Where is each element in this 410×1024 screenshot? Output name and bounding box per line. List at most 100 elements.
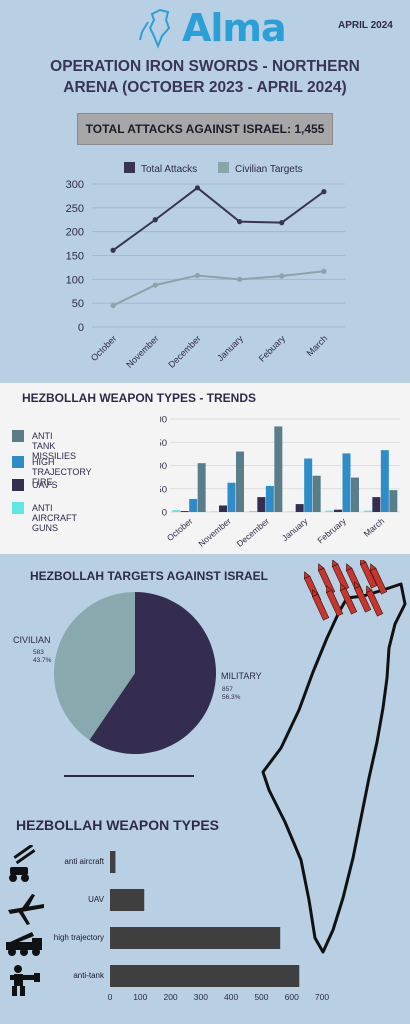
title-line-1: OPERATION IRON SWORDS - NORTHERN [50,58,360,75]
y-tick-label: 200 [160,415,167,426]
bar-anti-tank-missilies-october [197,463,206,512]
y-tick-label: 250 [66,203,84,215]
weapon-trends-title: HEZBOLLAH WEAPON TYPES - TRENDS [22,391,257,405]
y-tick-label: 0 [78,322,84,334]
anti-aircraft-gun-icon [9,845,36,882]
y-tick-label: 100 [160,461,167,472]
map-outline-icon [139,8,171,49]
divider-line [64,775,194,777]
bar-anti-aircraft [110,851,116,873]
y-tick-label: 100 [66,274,84,286]
point-total-attacks-october [110,247,116,253]
x-tick-label: 500 [254,992,268,1002]
bar-high-trajectory-fire-october [189,498,198,512]
bar-uav-s-february [334,509,342,512]
x-tick-label-october: October [89,333,119,363]
y-tick-label: 150 [66,251,84,263]
israel-map-illustration [261,560,407,954]
bar-label-anti-tank: anti-tank [73,971,104,980]
bar-uav-s-january [295,504,304,512]
x-tick-label-october: October [165,516,195,543]
point-civilian-targets-febuary [279,273,285,279]
bar-label-high-trajectory: high trajectory [53,933,104,942]
missiles-icon [303,560,388,621]
point-civilian-targets-october [110,302,116,309]
legend-swatch-anti-tank-missilies [12,430,24,442]
bar-anti-tank-missilies-february [351,477,359,512]
bar-label-anti-aircraft: anti aircraft [64,857,104,866]
x-tick-label: 100 [133,992,147,1002]
bar-anti-tank-missilies-november [236,451,244,512]
bar-anti-tank-missilies-january [312,475,321,512]
y-tick-label: 50 [72,298,84,310]
logo-text: Alma [182,6,287,50]
targets-pie-chart [54,592,217,754]
bar-anti-tank [110,965,300,987]
y-tick-label: 300 [66,179,84,191]
x-tick-label-january: January [215,333,245,363]
pie-label-civilian: CIVILIAN [13,635,51,645]
bar-anti-aircraft-guns-october [172,510,181,512]
x-tick-label: 700 [315,992,329,1002]
x-tick-label-november: November [196,516,233,549]
point-total-attacks-january [236,219,243,225]
x-tick-label: 200 [163,992,177,1002]
x-tick-label-march: March [305,333,330,358]
bar-anti-tank-missilies-december [274,426,283,512]
pie-value-military-count: 857 [222,686,233,693]
pie-slice-civilian [54,592,135,740]
pie-slice-military [89,592,217,754]
bar-uav-s-march [372,497,381,512]
x-tick-label-december: December [166,333,202,369]
bar-uav-s-october [180,511,189,512]
x-tick-label-november: November [124,333,160,369]
legend-swatch-civilian-targets [218,162,229,173]
x-tick-label: 0 [108,992,113,1002]
legend-label-civilian-targets: Civilian Targets [235,164,303,175]
pie-label-military: MILITARY [221,671,262,681]
israel-outline [261,582,407,954]
bar-high-trajectory [110,927,281,949]
legend-label-high-trajectory-fire: HIGH TRAJECTORY FIRE [32,457,92,487]
point-total-attacks-febuary [279,220,285,226]
legend-swatch-uav-s [12,479,24,491]
y-tick-label: 0 [162,508,167,519]
point-civilian-targets-november [152,282,158,288]
x-tick-label: 600 [285,992,299,1002]
point-civilian-targets-march [321,268,327,274]
bar-high-trajectory-fire-november [227,482,236,512]
total-attacks-box: TOTAL ATTACKS AGAINST ISRAEL: 1,455 [77,113,333,145]
legend-swatch-anti-aircraft-guns [12,502,24,514]
pie-value-civilian-percent: 43.7% [33,657,52,664]
point-civilian-targets-january [236,276,243,282]
point-total-attacks-march [321,189,327,195]
point-civilian-targets-december [194,272,201,279]
legend-label-total-attacks: Total Attacks [141,164,197,175]
alma-logo: Alma [138,6,288,50]
y-tick-label: 150 [160,438,167,449]
series-line-civilian-targets [112,270,325,307]
legend-label-anti-tank-missilies: ANTI TANK MISSILIES [32,431,77,461]
weapon-types-title: HEZBOLLAH WEAPON TYPES [16,817,220,833]
bar-uav [110,889,145,911]
series-line-total-attacks [112,186,325,252]
bar-uav-s-november [219,505,227,512]
pie-value-military-percent: 56.3% [222,694,241,701]
legend-swatch-high-trajectory-fire [12,456,24,468]
bar-high-trajectory-fire-january [304,458,313,512]
x-tick-label-january: January [280,515,310,543]
x-tick-label: 300 [194,992,208,1002]
y-tick-label: 50 [160,484,167,495]
x-tick-label-december: December [235,516,272,549]
point-total-attacks-november [152,217,158,223]
x-tick-label-march: March [362,516,387,539]
bar-anti-aircraft-guns-december [248,511,257,512]
title-line-2: ARENA (OCTOBER 2023 - APRIL 2024) [63,79,347,96]
bar-anti-aircraft-guns-february [325,510,334,512]
bar-high-trajectory-fire-december [265,485,274,512]
legend-label-uav-s: UAV'S [32,480,58,490]
pie-value-military: 857 56.3% [222,686,240,702]
report-date: APRIL 2024 [338,20,393,31]
legend-label-anti-aircraft-guns: ANTI AIRCRAFT GUNS [32,503,77,533]
